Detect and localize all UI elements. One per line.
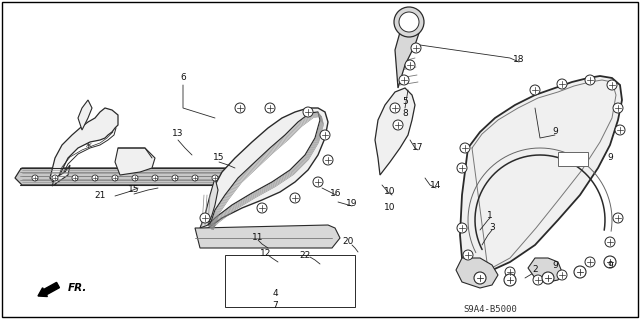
Circle shape <box>132 175 138 181</box>
Circle shape <box>257 203 267 213</box>
Polygon shape <box>78 100 92 130</box>
Polygon shape <box>15 168 248 185</box>
Bar <box>558 152 588 166</box>
Text: 8: 8 <box>402 108 408 117</box>
Polygon shape <box>200 108 328 230</box>
Text: 12: 12 <box>260 249 272 257</box>
Text: 18: 18 <box>513 56 525 64</box>
Polygon shape <box>375 88 415 175</box>
Polygon shape <box>395 18 420 88</box>
Polygon shape <box>52 165 70 186</box>
Circle shape <box>390 103 400 113</box>
Circle shape <box>505 267 515 277</box>
Circle shape <box>323 155 333 165</box>
Circle shape <box>585 257 595 267</box>
Text: 17: 17 <box>412 144 424 152</box>
Circle shape <box>460 143 470 153</box>
Circle shape <box>615 125 625 135</box>
Circle shape <box>405 60 415 70</box>
Circle shape <box>411 43 421 53</box>
Text: 4: 4 <box>272 288 278 298</box>
Circle shape <box>504 274 516 286</box>
Text: 20: 20 <box>342 238 354 247</box>
Circle shape <box>613 213 623 223</box>
Circle shape <box>192 175 198 181</box>
Polygon shape <box>528 258 562 282</box>
Circle shape <box>457 223 467 233</box>
Bar <box>225 255 355 307</box>
Circle shape <box>172 175 178 181</box>
Text: 10: 10 <box>384 204 396 212</box>
Circle shape <box>557 79 567 89</box>
Circle shape <box>613 103 623 113</box>
Polygon shape <box>195 225 340 248</box>
Text: 6: 6 <box>180 73 186 83</box>
Text: S9A4-B5000: S9A4-B5000 <box>463 306 517 315</box>
Text: 2: 2 <box>532 265 538 275</box>
Circle shape <box>92 175 98 181</box>
Circle shape <box>394 7 424 37</box>
Circle shape <box>463 250 473 260</box>
Text: 19: 19 <box>346 199 358 209</box>
Circle shape <box>557 270 567 280</box>
Circle shape <box>290 193 300 203</box>
Text: 15: 15 <box>128 186 140 195</box>
Circle shape <box>604 256 616 268</box>
Circle shape <box>320 130 330 140</box>
Text: *: * <box>84 142 92 154</box>
Polygon shape <box>456 258 498 288</box>
Circle shape <box>542 272 554 284</box>
Circle shape <box>235 103 245 113</box>
Circle shape <box>605 237 615 247</box>
Circle shape <box>574 266 586 278</box>
Text: 9: 9 <box>552 261 558 270</box>
Polygon shape <box>115 148 155 175</box>
Text: 9: 9 <box>552 128 558 137</box>
Text: 5: 5 <box>402 98 408 107</box>
Text: 7: 7 <box>272 300 278 309</box>
Circle shape <box>52 175 58 181</box>
Circle shape <box>399 75 409 85</box>
Circle shape <box>32 175 38 181</box>
Text: 10: 10 <box>384 188 396 197</box>
Text: 13: 13 <box>172 130 184 138</box>
Text: 22: 22 <box>300 250 310 259</box>
Circle shape <box>313 177 323 187</box>
Text: 16: 16 <box>330 189 342 197</box>
Circle shape <box>152 175 158 181</box>
Circle shape <box>303 107 313 117</box>
Circle shape <box>399 12 419 32</box>
Circle shape <box>393 120 403 130</box>
Circle shape <box>607 80 617 90</box>
Polygon shape <box>208 112 320 225</box>
FancyArrow shape <box>38 282 60 297</box>
Circle shape <box>457 163 467 173</box>
Text: 21: 21 <box>94 191 106 201</box>
Text: 1: 1 <box>487 211 493 219</box>
Circle shape <box>200 213 210 223</box>
Text: 11: 11 <box>252 233 264 241</box>
Circle shape <box>533 275 543 285</box>
Text: FR.: FR. <box>68 283 88 293</box>
Polygon shape <box>200 178 218 228</box>
Text: 15: 15 <box>213 152 225 161</box>
Circle shape <box>112 175 118 181</box>
Circle shape <box>265 103 275 113</box>
Text: 9: 9 <box>607 153 613 162</box>
Text: 14: 14 <box>430 182 442 190</box>
Text: 3: 3 <box>489 224 495 233</box>
Circle shape <box>530 85 540 95</box>
Polygon shape <box>460 76 622 272</box>
Circle shape <box>72 175 78 181</box>
Text: 9: 9 <box>607 261 613 270</box>
Circle shape <box>212 175 218 181</box>
Circle shape <box>474 272 486 284</box>
Circle shape <box>585 75 595 85</box>
Polygon shape <box>50 108 118 185</box>
